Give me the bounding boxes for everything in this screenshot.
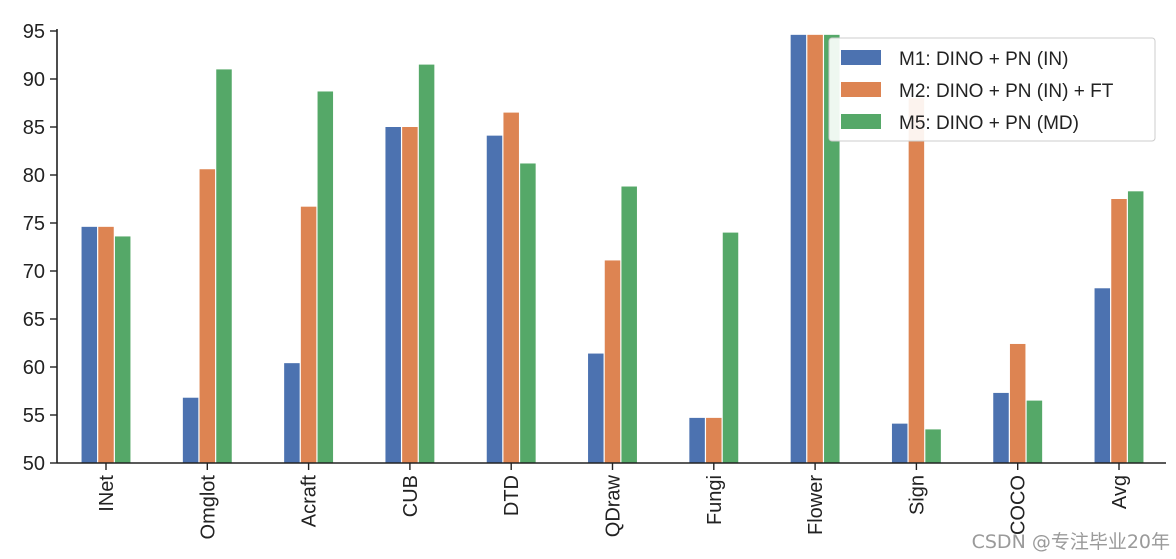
bar-acraft-series-3 [317,91,334,463]
legend-label-series-1: M1: DINO + PN (IN) [899,49,1068,70]
y-tick-label: 60 [23,357,45,379]
bar-inet-series-2 [98,226,114,463]
bar-omglot-series-2 [199,169,216,464]
x-tick-label-qdraw: QDraw [603,474,625,537]
y-tick-label: 95 [23,21,45,43]
bar-cub-series-3 [418,64,435,463]
bar-sign-series-2 [908,98,925,463]
y-tick-label: 75 [23,213,45,235]
x-tick-label-acraft: Acraft [299,475,321,528]
bar-cub-series-2 [402,127,418,463]
bar-omglot-series-1 [182,397,199,463]
bar-flower-series-3 [824,34,840,464]
watermark-text: CSDN @专注毕业20年 [972,531,1170,553]
bar-coco-series-3 [1026,400,1043,463]
x-tick-label-inet: INet [96,475,118,512]
x-tick-label-omglot: Omglot [197,475,219,540]
bar-inet-series-3 [114,236,131,463]
bar-avg-series-1 [1094,288,1111,463]
y-tick-label: 55 [23,405,45,427]
legend-swatch-series-3 [841,114,881,129]
bar-qdraw-series-3 [621,186,637,463]
bar-dtd-series-3 [520,163,536,464]
bar-cub-series-1 [385,127,401,463]
x-tick-label-flower: Flower [805,475,827,535]
legend-label-series-2: M2: DINO + PN (IN) + FT [899,81,1114,102]
axes-layer: 50 55 60 65 70 75 80 85 90 95 INet Omglot Acraft CUB D… [23,21,1166,539]
bar-inet-series-1 [81,226,98,463]
bar-acraft-series-1 [284,363,300,463]
bar-fungi-series-3 [722,232,739,463]
legend-swatch-series-1 [841,50,881,65]
bars-layer [81,34,1144,464]
y-tick-label: 50 [23,453,45,475]
x-tick-label-coco: COCO [1008,475,1030,535]
bar-acraft-series-2 [300,206,317,463]
x-tick-label-dtd: DTD [501,475,523,516]
bar-sign-series-1 [891,423,908,463]
bar-fungi-series-2 [706,417,722,463]
y-tick-label: 85 [23,117,45,139]
bar-sign-series-3 [925,429,941,463]
bar-coco-series-2 [1009,343,1026,463]
bar-flower-series-2 [807,34,823,464]
x-tick-label-avg: Avg [1109,475,1131,509]
bar-dtd-series-1 [486,135,503,463]
legend-swatch-series-2 [841,82,881,97]
bar-avg-series-3 [1127,191,1144,463]
x-tick-label-sign: Sign [906,475,928,515]
legend-box [828,37,1156,142]
y-tick-label: 70 [23,261,45,283]
bar-avg-series-2 [1111,199,1127,463]
y-tick-label: 90 [23,69,45,91]
y-tick-label: 80 [23,165,45,187]
bar-dtd-series-2 [503,112,519,463]
legend: M1: DINO + PN (IN) M2: DINO + PN (IN) + F… [828,37,1156,142]
bar-flower-series-1 [790,34,807,464]
bar-coco-series-1 [993,392,1009,463]
x-tick-label-cub: CUB [400,475,422,517]
bar-qdraw-series-2 [604,260,621,463]
bar-qdraw-series-1 [588,353,604,463]
bar-omglot-series-3 [216,69,232,464]
legend-label-series-3: M5: DINO + PN (MD) [899,113,1079,134]
x-tick-label-fungi: Fungi [704,475,726,525]
y-tick-label: 65 [23,309,45,331]
bar-fungi-series-1 [689,417,705,463]
